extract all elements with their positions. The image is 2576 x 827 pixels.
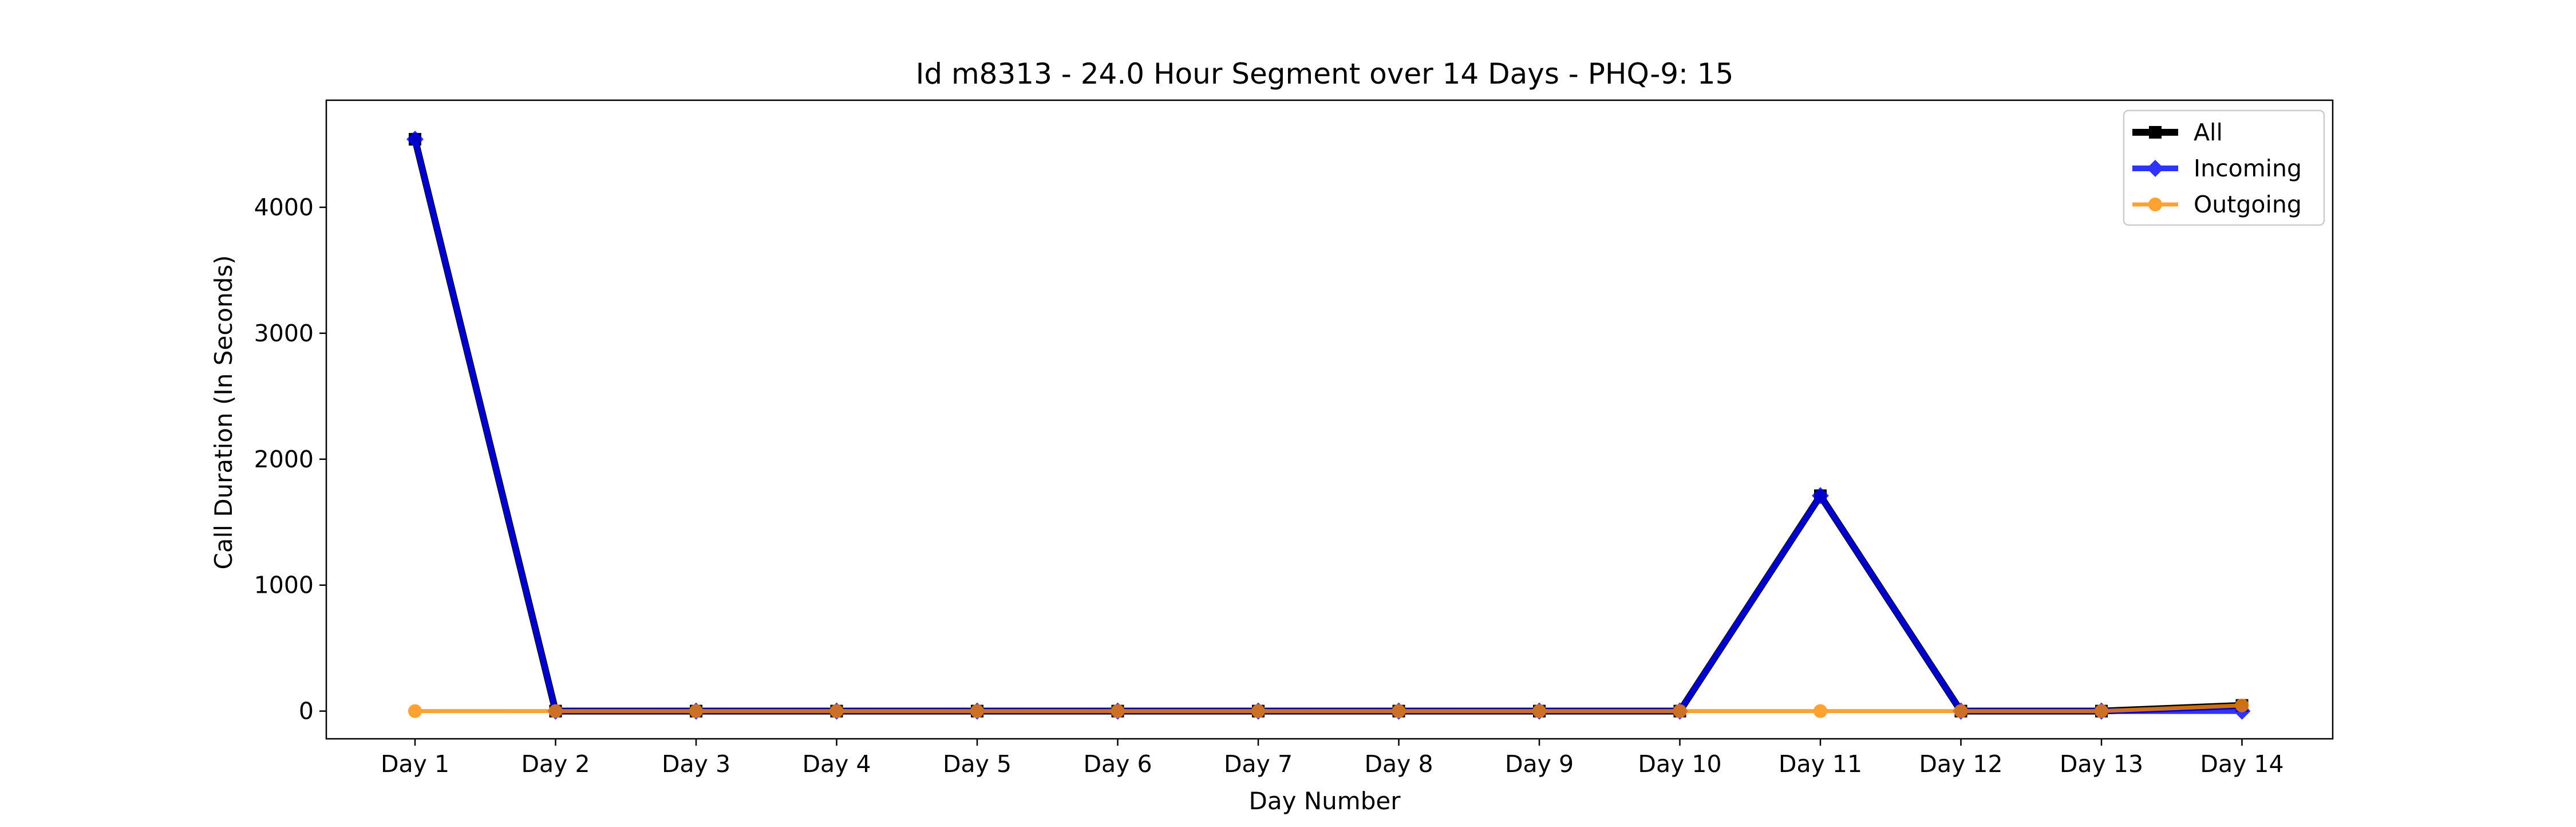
plot-area: Day 1 Day 2 Day 3 Day 4 Day 5 Day 6 Day 7 Day 8… (254, 99, 2334, 778)
legend-marker-incoming (2147, 160, 2164, 177)
legend-label-incoming: Incoming (2194, 155, 2302, 182)
data-point-outgoing (1673, 704, 1687, 718)
x-tick-label: Day 11 (1779, 750, 1862, 778)
series-line-incoming (412, 138, 2242, 714)
y-tick-label: 3000 (254, 320, 314, 347)
x-tick-label: Day 10 (1638, 750, 1721, 778)
x-tick-label: Day 1 (381, 750, 449, 778)
x-tick-label: Day 3 (662, 750, 730, 778)
series-line-all (412, 138, 2242, 715)
data-point-outgoing (408, 704, 422, 718)
chart-title: Id m8313 - 24.0 Hour Segment over 14 Day… (916, 57, 1734, 90)
legend-item-incoming (2132, 160, 2178, 177)
legend-item-all (2132, 126, 2178, 139)
data-point-incoming (406, 131, 424, 148)
y-tick-label: 4000 (254, 194, 314, 221)
series-line-outgoing (415, 703, 2242, 714)
data-point-outgoing (2235, 698, 2249, 712)
x-tick-label: Day 5 (943, 750, 1012, 778)
data-point-outgoing (548, 704, 563, 718)
data-point-outgoing (1392, 704, 1406, 718)
data-point-outgoing (970, 704, 984, 718)
x-tick-label: Day 7 (1224, 750, 1293, 778)
series-outgoing (408, 698, 2249, 718)
x-tick-label: Day 6 (1083, 750, 1152, 778)
x-tick-label: Day 2 (521, 750, 590, 778)
x-axis-label: Day Number (1249, 787, 1401, 815)
y-tick-label: 0 (299, 698, 314, 725)
legend-label-all: All (2194, 119, 2223, 146)
data-point-outgoing (2095, 704, 2108, 718)
data-point-outgoing (1814, 704, 1827, 718)
legend-label-outgoing: Outgoing (2194, 191, 2302, 218)
x-tick-label: Day 12 (1919, 750, 2002, 778)
y-tick-label: 1000 (254, 572, 314, 599)
legend-item-outgoing (2132, 198, 2178, 211)
legend-marker-outgoing (2148, 198, 2162, 211)
legend-box (2123, 109, 2325, 226)
y-tick-label: 2000 (254, 446, 314, 473)
legend: All Incoming Outgoing (2123, 109, 2325, 226)
data-point-outgoing (1954, 704, 1968, 718)
data-point-outgoing (1532, 704, 1546, 718)
data-point-incoming (1812, 487, 1829, 505)
plot-frame (325, 99, 2334, 740)
data-point-outgoing (1251, 704, 1265, 718)
data-point-outgoing (1111, 704, 1125, 718)
x-tick-label: Day 8 (1364, 750, 1433, 778)
data-point-outgoing (689, 704, 703, 718)
x-tick-label: Day 13 (2060, 750, 2143, 778)
x-tick-label: Day 9 (1505, 750, 1574, 778)
y-axis-label: Call Duration (In Seconds) (210, 255, 238, 569)
series-all (409, 133, 2249, 718)
x-tick-label: Day 14 (2200, 750, 2283, 778)
legend-marker-all (2149, 126, 2162, 139)
data-point-outgoing (829, 704, 844, 718)
series-incoming (406, 131, 2251, 720)
x-tick-label: Day 4 (802, 750, 871, 778)
